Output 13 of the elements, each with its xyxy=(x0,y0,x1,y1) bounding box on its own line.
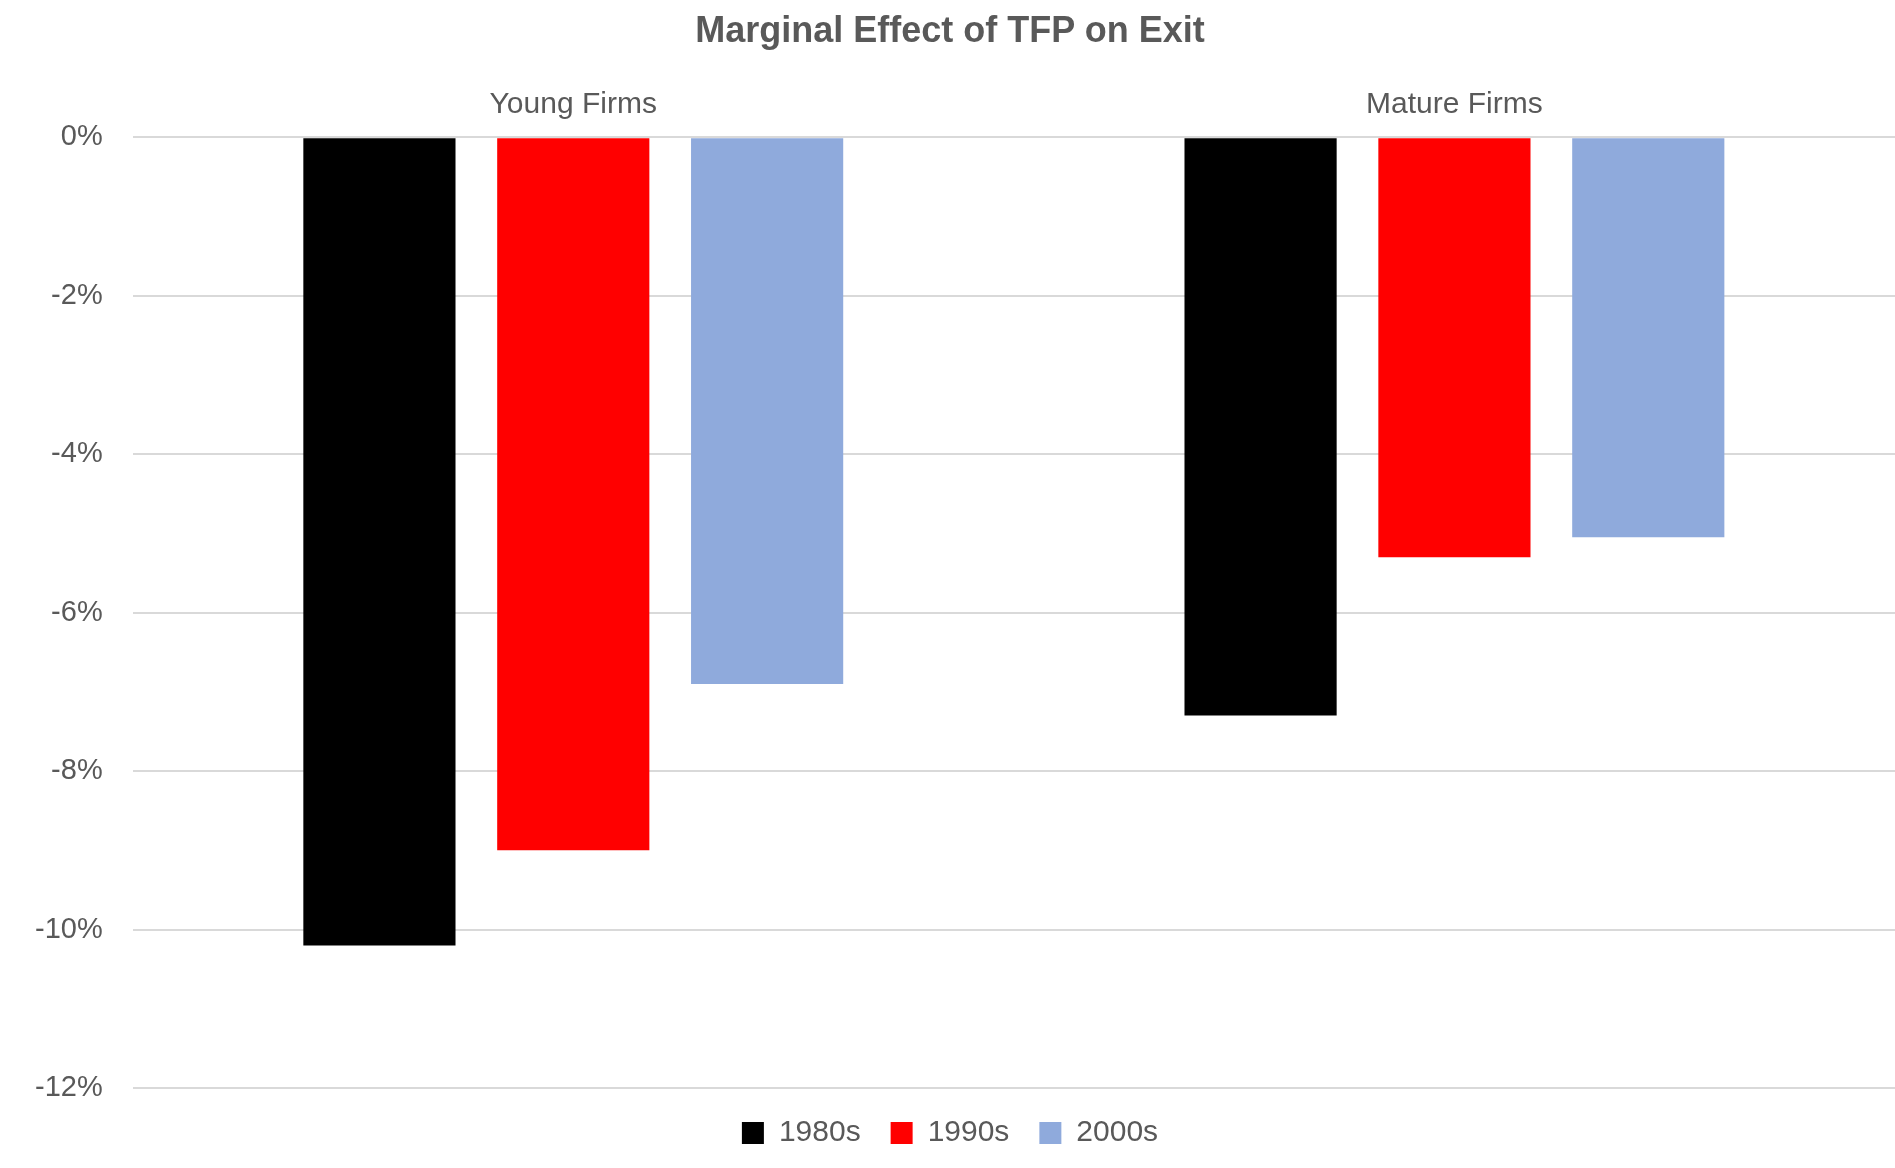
legend-label: 2000s xyxy=(1076,1114,1159,1148)
y-tick-label: -4% xyxy=(51,436,103,469)
y-tick-label: -12% xyxy=(35,1070,103,1102)
y-tick-label: -10% xyxy=(35,911,103,944)
y-tick-label: -2% xyxy=(51,277,103,310)
x-tick-label: Young Firms xyxy=(489,86,657,120)
y-tick-label: -8% xyxy=(51,753,103,786)
legend-label: 1990s xyxy=(927,1114,1010,1148)
chart-title: Marginal Effect of TFP on Exit xyxy=(695,8,1205,50)
x-tick-label: Mature Firms xyxy=(1366,86,1543,120)
y-tick-label: 0% xyxy=(60,119,103,152)
y-tick-label: -6% xyxy=(51,594,103,627)
legend-label: 1980s xyxy=(778,1114,861,1148)
